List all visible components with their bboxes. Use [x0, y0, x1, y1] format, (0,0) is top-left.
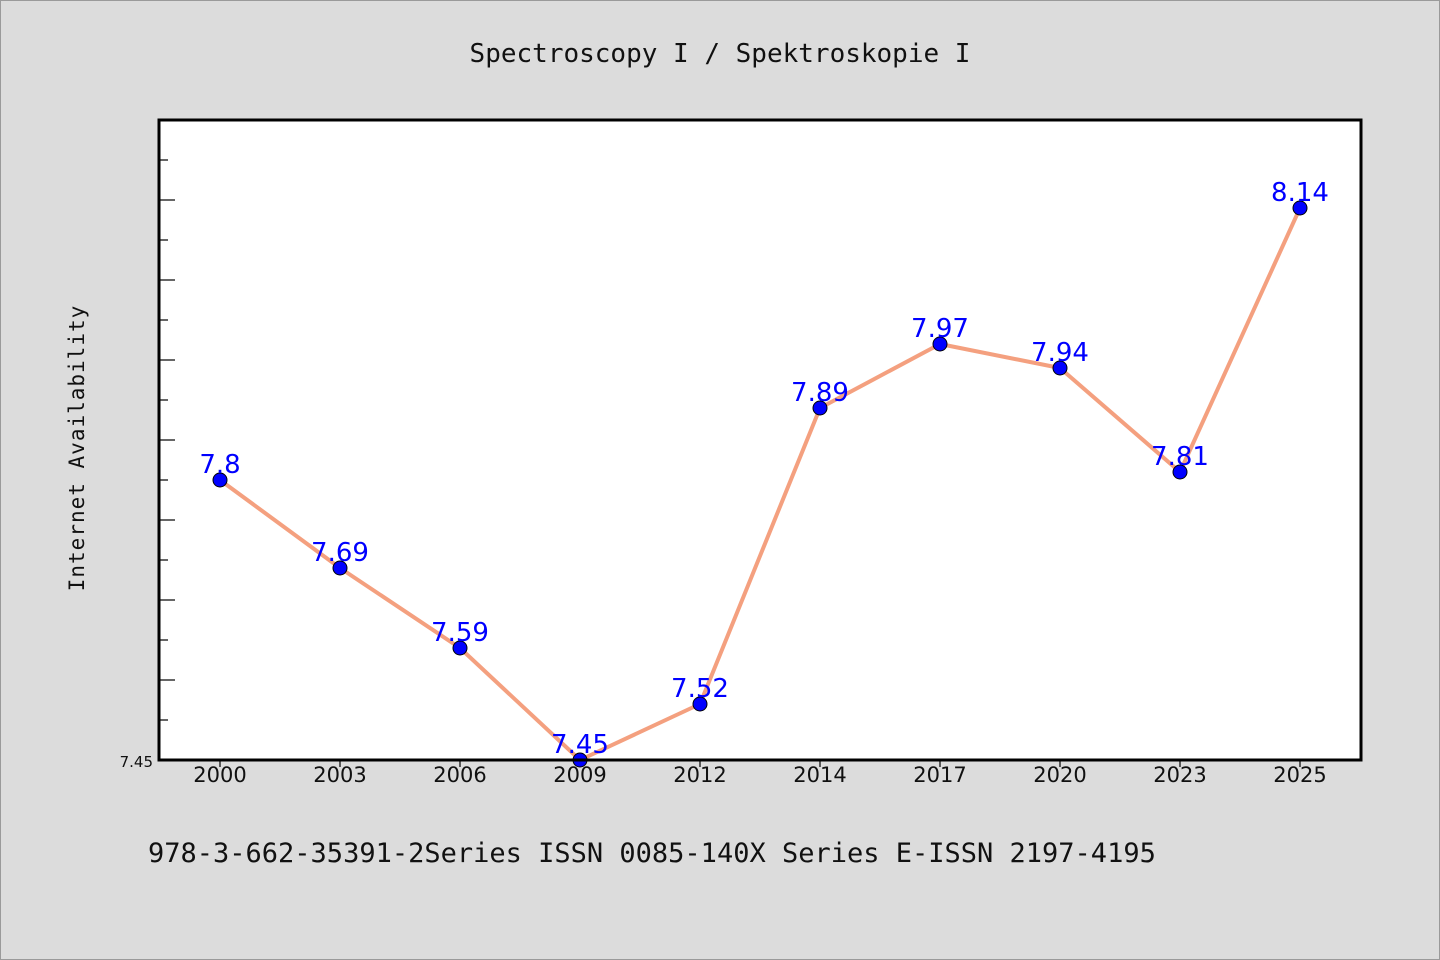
data-point: [812, 400, 828, 416]
data-point: [932, 336, 948, 352]
x-tick-label: 2006: [433, 763, 486, 787]
data-label: 7.81: [1151, 442, 1209, 472]
x-tick-label: 2009: [553, 763, 606, 787]
data-point: [452, 640, 468, 656]
plot-border: [157, 118, 1363, 762]
x-tick-label: 2023: [1153, 763, 1206, 787]
data-label: 7.69: [311, 538, 369, 568]
data-label: 7.97: [911, 314, 969, 344]
data-markers: [212, 200, 1308, 768]
x-tick-labels: 2000 2003 2006 2009 2012 2014 2017 2020 2023 2025: [193, 763, 1326, 787]
data-point: [692, 696, 708, 712]
plot-area: [159, 120, 1361, 760]
series-line: [218, 207, 1302, 762]
data-label: 7.8: [199, 450, 240, 480]
y-axis-label: Internet Availability: [65, 305, 89, 592]
data-label: 7.52: [671, 674, 729, 704]
data-label: 7.94: [1031, 338, 1089, 368]
x-tick-label: 2003: [313, 763, 366, 787]
y-tick-label: 7.45: [120, 753, 153, 771]
data-labels: 7.8 7.69 7.59 7.45 7.52 7.89 7.97 7.94 7.81 8.14: [199, 178, 1329, 760]
data-point: [1292, 200, 1308, 216]
data-point: [332, 560, 348, 576]
chart-title: Spectroscopy I / Spektroskopie I: [470, 39, 971, 69]
data-label: 7.59: [431, 618, 489, 648]
data-point: [212, 472, 228, 488]
x-tick-label: 2014: [793, 763, 846, 787]
x-tick-label: 2012: [673, 763, 726, 787]
x-tick-label: 2025: [1273, 763, 1326, 787]
data-point: [1172, 464, 1188, 480]
x-tick-label: 2020: [1033, 763, 1086, 787]
data-point: [1052, 360, 1068, 376]
x-tick-label: 2017: [913, 763, 966, 787]
footer-text: 978-3-662-35391-2Series ISSN 0085-140X S…: [148, 838, 1156, 869]
data-label: 7.89: [791, 378, 849, 408]
data-label: 8.14: [1271, 178, 1329, 208]
data-label: 7.45: [551, 730, 609, 760]
x-tick-label: 2000: [193, 763, 246, 787]
